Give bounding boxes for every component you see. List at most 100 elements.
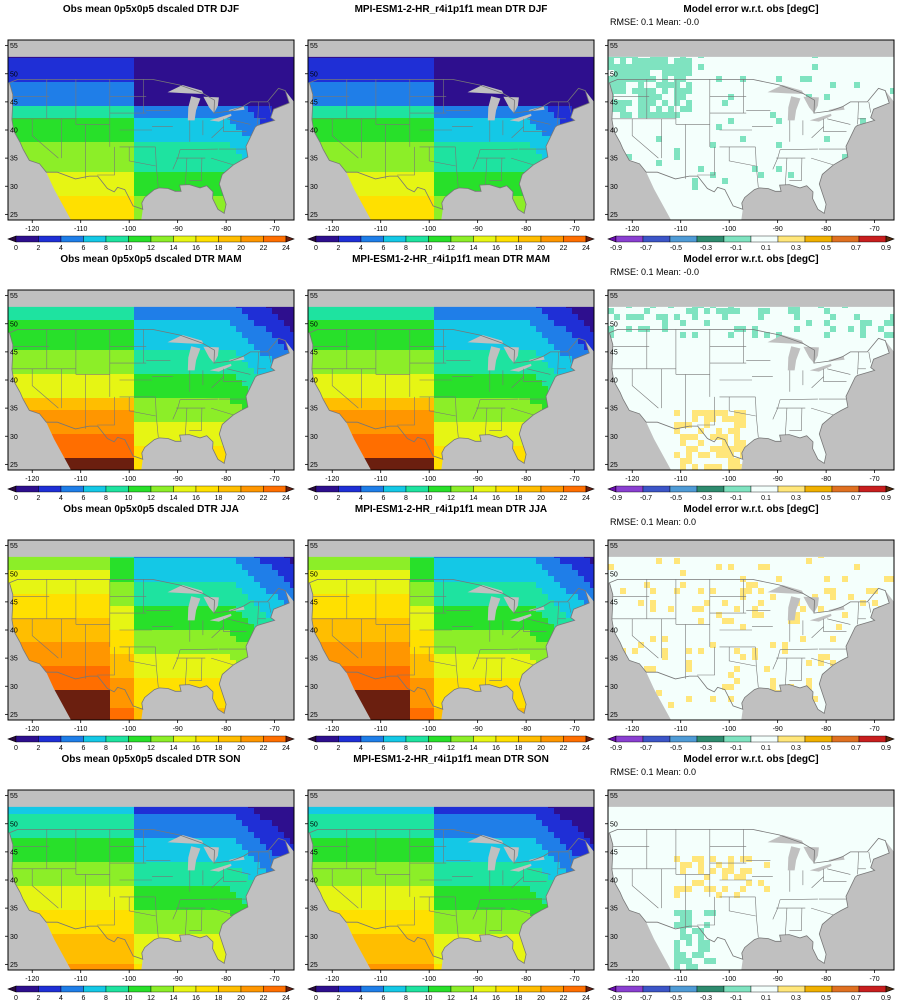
colorbar-segment [777, 485, 806, 493]
state-border [755, 396, 759, 438]
lon-tick-label: -120 [325, 976, 339, 983]
colorbar-tick-label: 2 [337, 495, 341, 502]
colorbar-tick-label: 8 [404, 495, 408, 502]
colorbar-segment [218, 735, 242, 743]
colorbar-segment [338, 735, 362, 743]
lat-tick-label: 55 [10, 793, 18, 800]
colorbar-segment [128, 235, 152, 243]
lat-tick-label: 40 [10, 378, 18, 385]
colorbar-segment [15, 735, 39, 743]
state-border [780, 898, 818, 900]
country-border [309, 329, 590, 464]
colorbar-tick-label: 0.1 [761, 745, 771, 752]
state-border [128, 896, 156, 917]
colorbar-tick-label: 6 [82, 745, 86, 752]
great-lake [487, 846, 501, 871]
lon-tick-label: -120 [325, 726, 339, 733]
state-border [811, 407, 834, 416]
lat-tick-label: 35 [10, 656, 18, 663]
lat-tick-label: 50 [310, 821, 318, 828]
great-lake [203, 846, 219, 864]
state-border [868, 601, 871, 613]
colorbar-tick-label: 22 [560, 495, 568, 502]
panel-mam-obs: Obs mean 0p5x0p5 dscaled DTR MAM -120 -110… [5, 254, 295, 502]
state-border [97, 396, 115, 426]
panel-jja-model: MPI-ESM1-2-HR_r4i1p1f1 mean DTR JJA -120 -… [305, 504, 595, 752]
lon-tick-label: -80 [221, 976, 231, 983]
colorbar-segment [195, 735, 219, 743]
colorbar-segment [804, 235, 833, 243]
state-border [755, 146, 759, 188]
great-lake [203, 96, 219, 114]
lon-tick-label: -120 [25, 476, 39, 483]
state-border [489, 658, 503, 681]
lat-tick-label: 30 [610, 434, 618, 441]
colorbar-segment [804, 485, 833, 493]
map-layer [8, 790, 294, 970]
colorbar-segment [450, 985, 474, 993]
state-border [397, 646, 415, 676]
panel-title: Model error w.r.t. obs [degC] [683, 504, 818, 515]
colorbar-tick-label: 14 [170, 745, 178, 752]
colorbar-tick-label: 8 [104, 495, 108, 502]
colorbar-tick-label: -0.3 [700, 745, 712, 752]
lat-tick-label: 30 [310, 934, 318, 941]
lat-tick-label: 35 [10, 156, 18, 163]
colorbar-tick-label: 0.1 [761, 995, 771, 1000]
map-layer [8, 40, 294, 220]
colorbar-segment [831, 485, 860, 493]
lat-tick-label: 25 [10, 962, 18, 969]
great-lake [503, 96, 519, 114]
map-layer [608, 540, 894, 720]
colorbar-tick-label: 6 [382, 245, 386, 252]
state-border [180, 148, 218, 150]
lat-tick-label: 25 [10, 462, 18, 469]
colorbar-tick-label: 12 [447, 745, 455, 752]
colorbar-tick-label: 0.3 [791, 995, 801, 1000]
state-border [811, 126, 824, 139]
lat-tick-label: 35 [10, 906, 18, 913]
lat-tick-label: 45 [310, 849, 318, 856]
colorbar-tick-label: 16 [492, 745, 500, 752]
colorbar-tick-label: 0.5 [821, 245, 831, 252]
colorbar-segment [360, 485, 384, 493]
colorbar-tick-label: 22 [260, 495, 268, 502]
lat-tick-label: 25 [610, 462, 618, 469]
great-lake [503, 346, 519, 364]
panel-son-error: Model error w.r.t. obs [degC] -120 -110 -10… [605, 754, 895, 1000]
colorbar-tick-label: 16 [192, 245, 200, 252]
colorbar-segment [173, 735, 197, 743]
colorbar-segment [83, 485, 107, 493]
colorbar-min-arrow [7, 235, 17, 243]
panel-title: Obs mean 0p5x0p5 dscaled DTR SON [62, 754, 241, 765]
lat-tick-label: 55 [610, 793, 618, 800]
colorbar-tick-label: 0.5 [821, 495, 831, 502]
colorbar-tick-label: 0.7 [851, 495, 861, 502]
colorbar-segment [563, 235, 587, 243]
colorbar-tick-label: 4 [59, 245, 63, 252]
colorbar-segment [60, 735, 84, 743]
colorbar-segment [858, 485, 887, 493]
lat-tick-label: 40 [10, 128, 18, 135]
state-border [480, 148, 518, 150]
lon-tick-label: -80 [221, 726, 231, 733]
colorbar-tick-label: 0.5 [821, 745, 831, 752]
state-border [827, 368, 851, 375]
state-border [827, 618, 851, 625]
state-border [823, 368, 847, 382]
colorbar-tick-label: 14 [470, 495, 478, 502]
colorbar-segment [495, 985, 519, 993]
great-lake [209, 363, 232, 372]
lon-tick-label: -120 [325, 476, 339, 483]
great-lake [167, 335, 204, 344]
colorbar-segment [615, 485, 644, 493]
lon-tick-label: -90 [773, 476, 783, 483]
panel-title: MPI-ESM1-2-HR_r4i1p1f1 mean DTR MAM [352, 254, 550, 265]
great-lake [809, 363, 832, 372]
state-border [331, 618, 359, 659]
colorbar-segment [338, 235, 362, 243]
panel-title: MPI-ESM1-2-HR_r4i1p1f1 mean DTR JJA [355, 504, 547, 515]
state-border [185, 658, 188, 685]
colorbar-tick-label: -0.5 [670, 745, 682, 752]
lat-tick-label: 50 [310, 71, 318, 78]
